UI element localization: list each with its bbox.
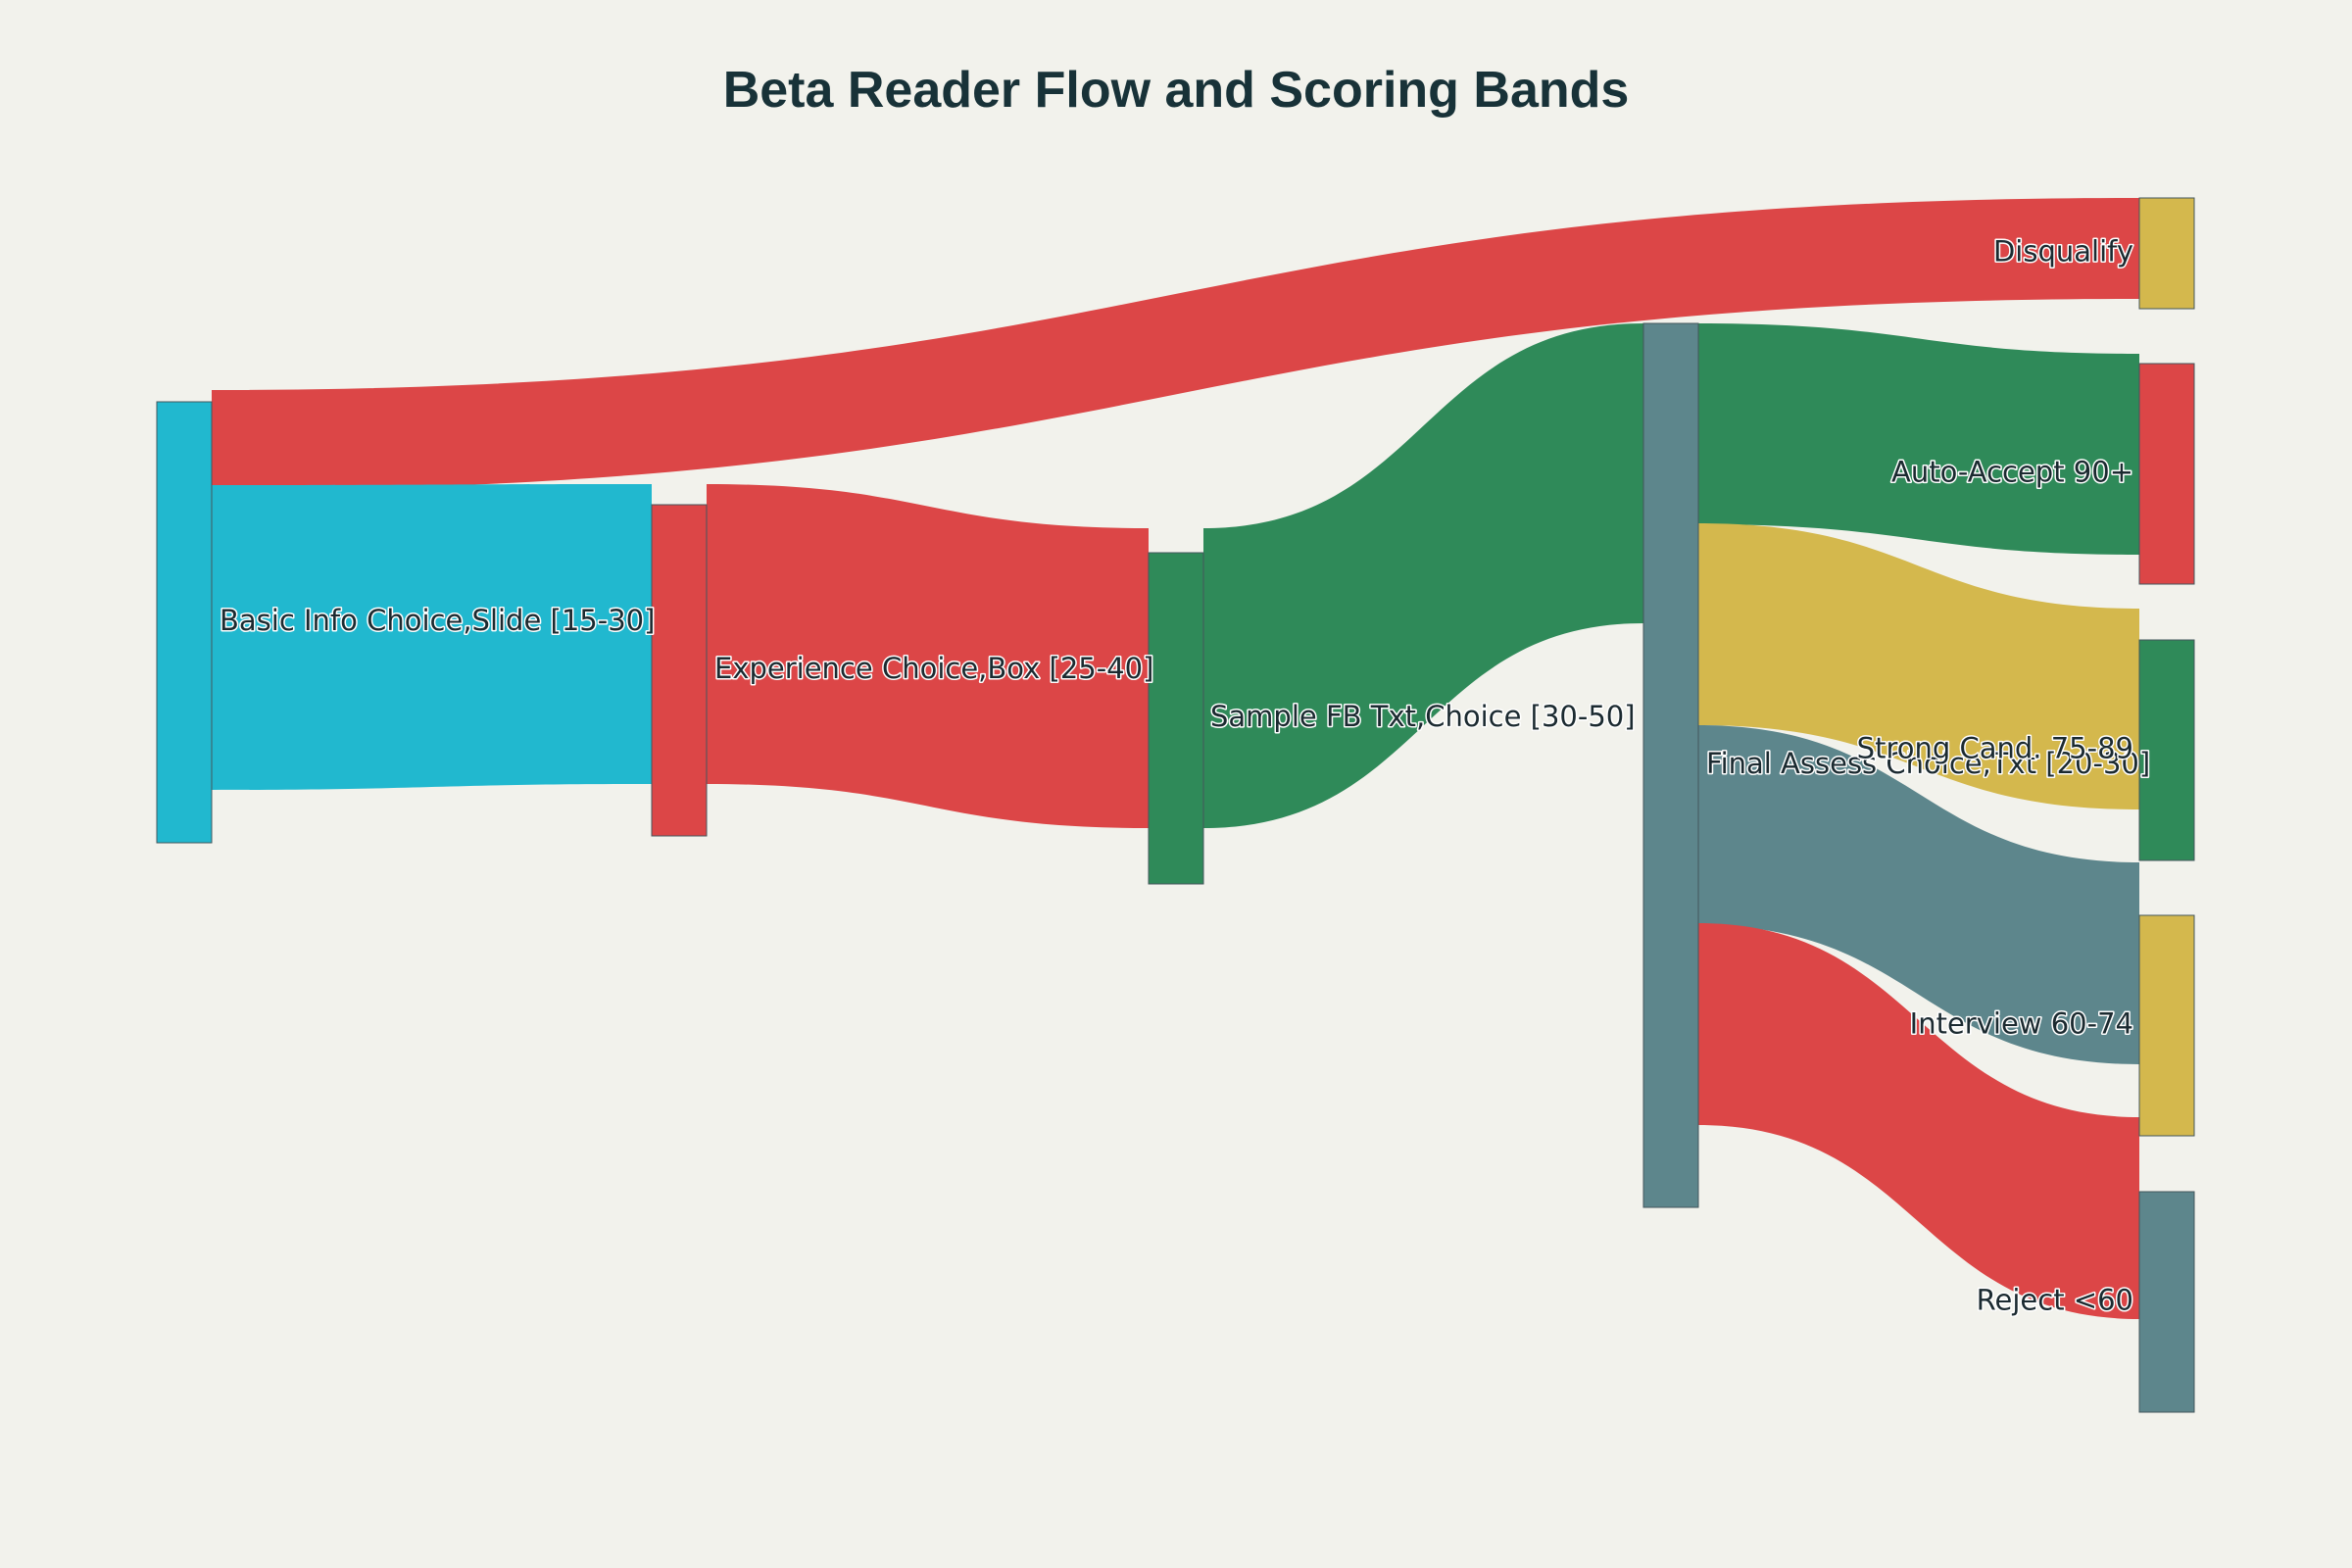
node-label-strong: Strong Cand. 75-89 <box>1857 732 2133 765</box>
node-exp[interactable] <box>651 504 708 837</box>
link-final-to-strong[interactable] <box>1698 523 2139 809</box>
link-final-to-interview[interactable] <box>1698 725 2139 1064</box>
nodes-layer <box>156 197 2195 1413</box>
node-label-interview: Interview 60-74 <box>1910 1007 2133 1041</box>
link-final-to-reject[interactable] <box>1698 923 2139 1319</box>
node-label-final: Final Assess Choice,Txt [20-30] <box>1706 747 2150 780</box>
node-strong[interactable] <box>2138 639 2195 861</box>
node-reject[interactable] <box>2138 1191 2195 1413</box>
node-label-reject: Reject <60 <box>1977 1284 2133 1317</box>
node-label-disq: Disqualify <box>1993 235 2133 269</box>
link-basic-to-exp[interactable] <box>212 484 652 790</box>
node-basic[interactable] <box>156 401 213 844</box>
links-layer <box>212 198 2139 1319</box>
node-label-accept: Auto-Accept 90+ <box>1891 456 2133 489</box>
node-disq[interactable] <box>2138 197 2195 310</box>
node-label-basic: Basic Info Choice,Slide [15-30] <box>220 604 655 637</box>
node-accept[interactable] <box>2138 363 2195 585</box>
link-final-to-accept[interactable] <box>1698 323 2139 555</box>
node-interview[interactable] <box>2138 914 2195 1137</box>
link-sample-to-final[interactable] <box>1203 323 1643 828</box>
labels-layer: Basic Info Choice,Slide [15-30] Experienc… <box>219 233 2152 1318</box>
link-basic-to-disq[interactable] <box>212 198 2139 490</box>
node-label-sample: Sample FB Txt,Choice [30-50] <box>1210 700 1636 733</box>
node-final[interactable] <box>1642 322 1699 1208</box>
node-sample[interactable] <box>1148 552 1204 885</box>
link-exp-to-sample[interactable] <box>707 484 1149 828</box>
node-label-exp: Experience Choice,Box [25-40] <box>714 652 1153 685</box>
chart-title: Beta Reader Flow and Scoring Bands <box>722 62 1630 119</box>
